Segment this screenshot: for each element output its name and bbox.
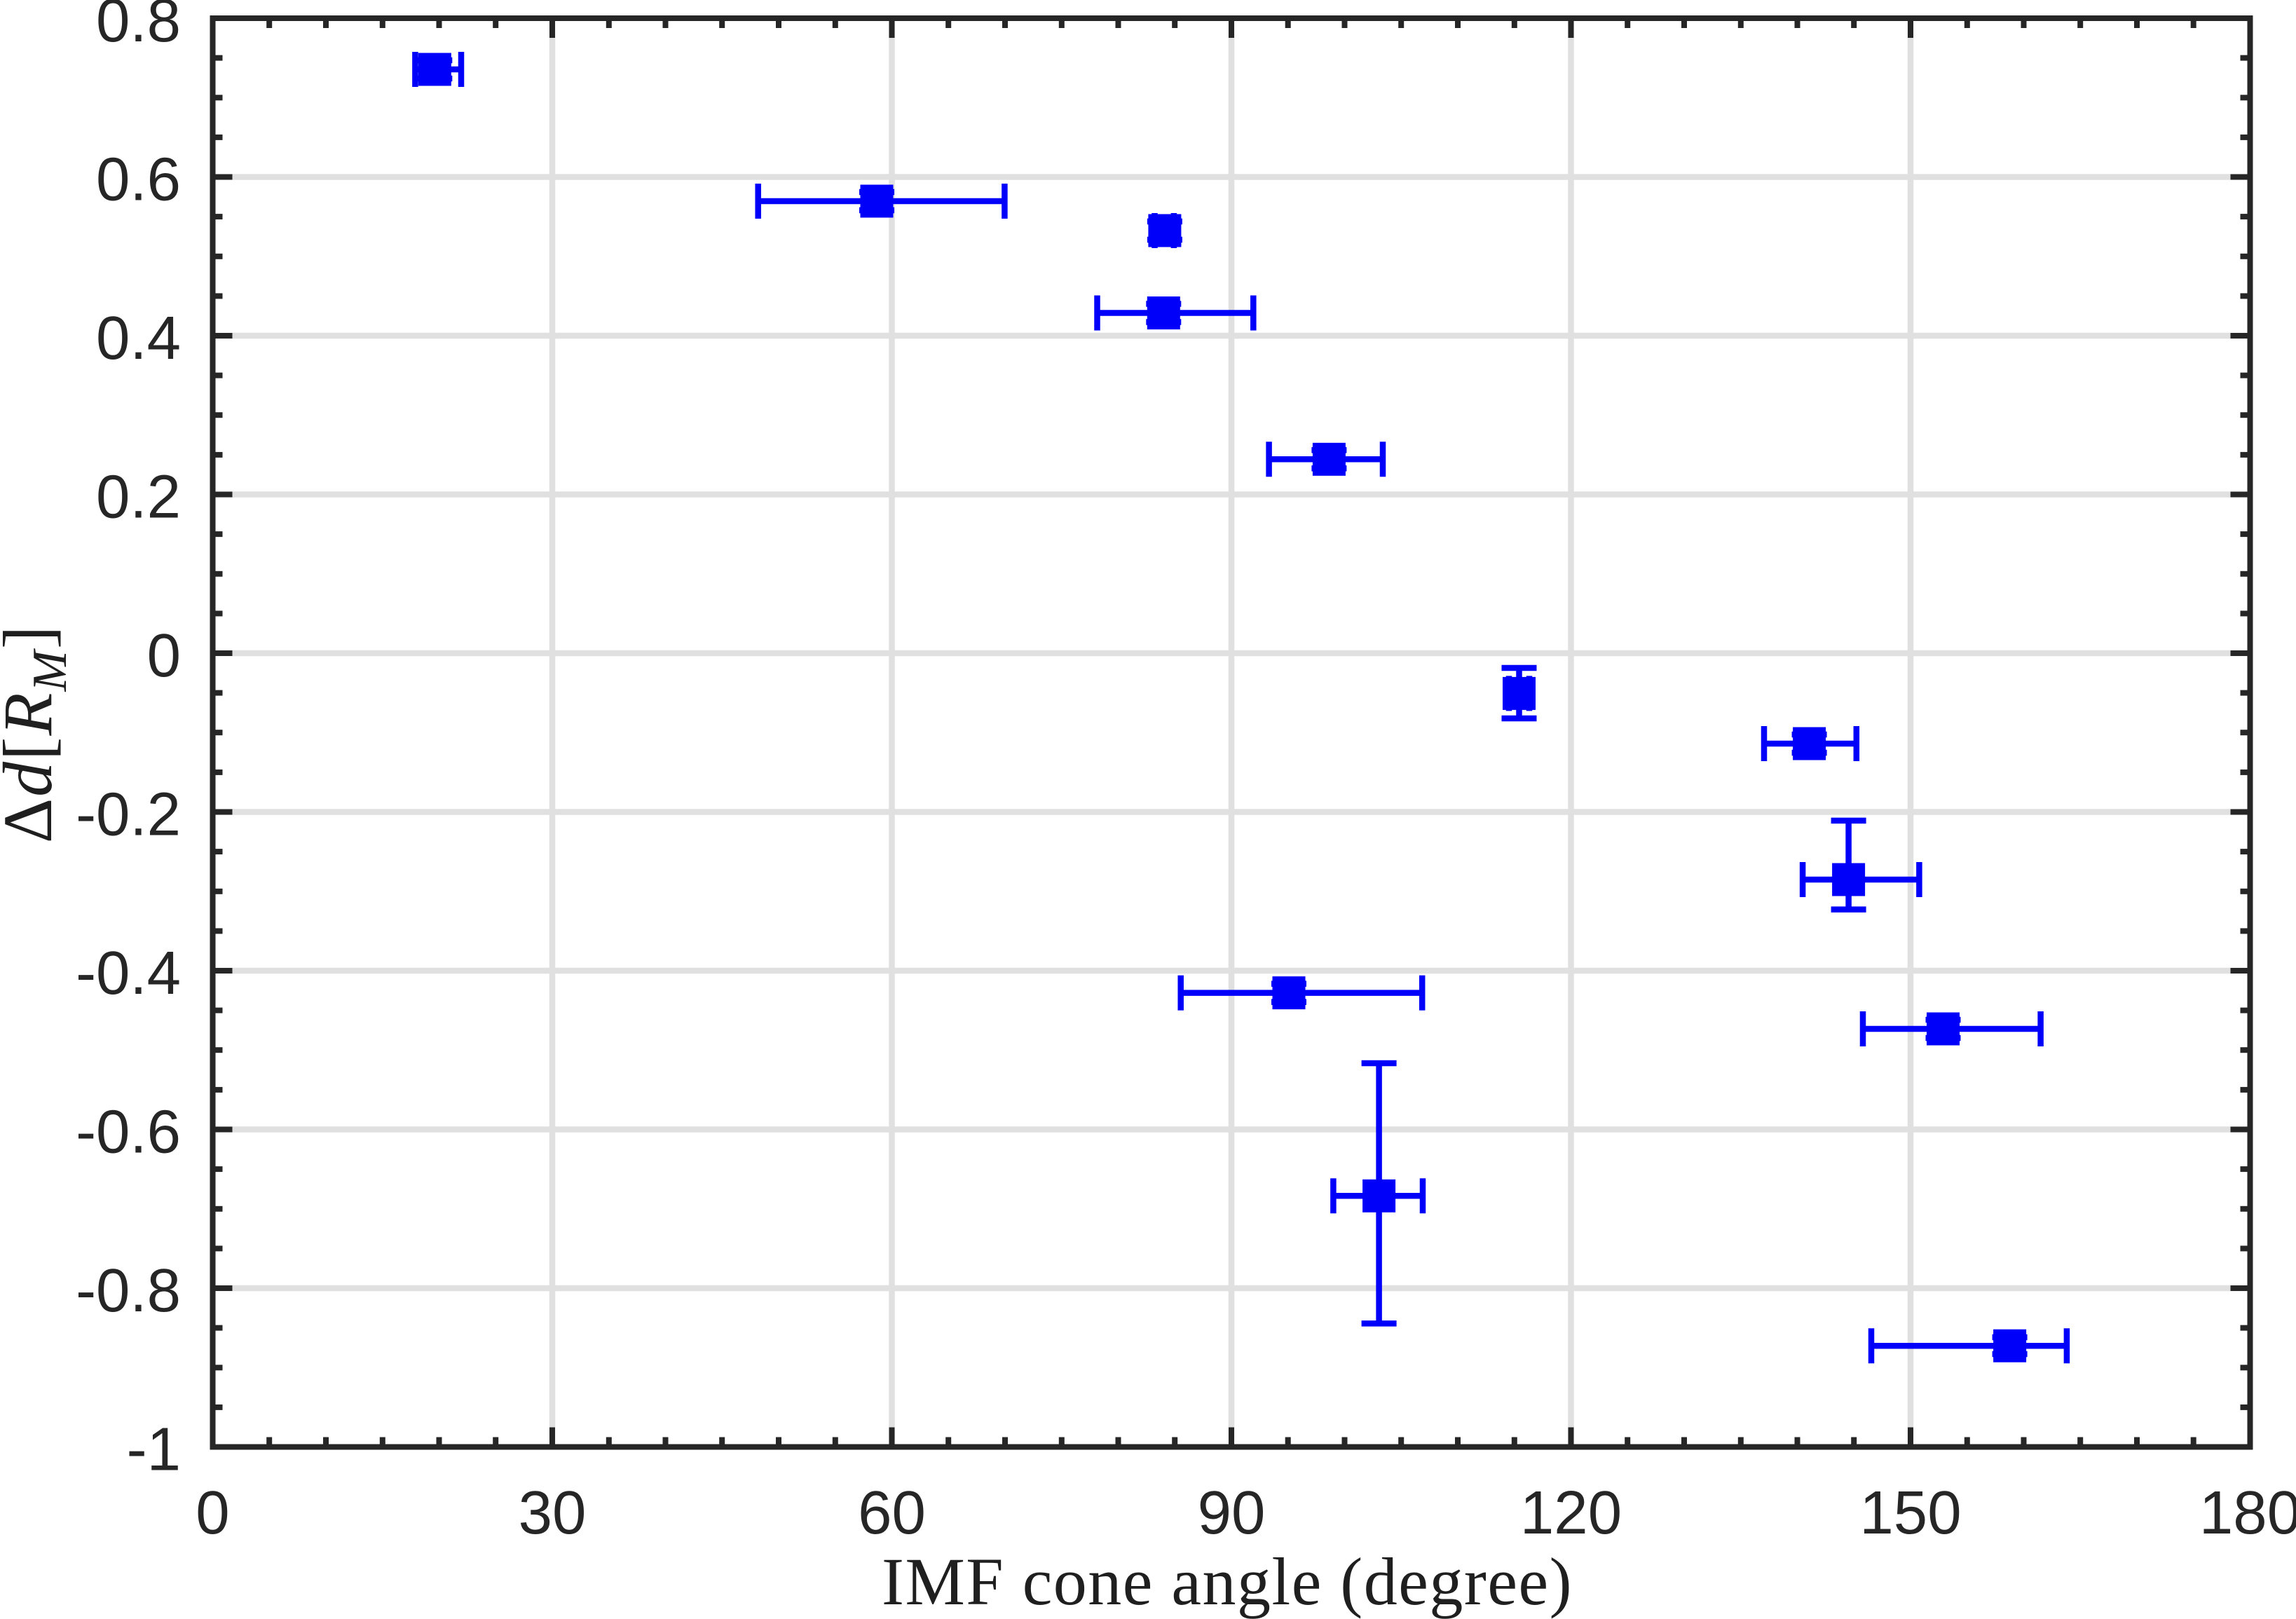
svg-text:0.2: 0.2: [96, 463, 181, 531]
svg-text:90: 90: [1198, 1479, 1266, 1547]
svg-text:-1: -1: [127, 1416, 181, 1484]
svg-text:180: 180: [2199, 1479, 2296, 1547]
svg-text:0: 0: [196, 1479, 229, 1547]
svg-text:-0.2: -0.2: [76, 781, 181, 849]
svg-text:150: 150: [1859, 1479, 1961, 1547]
svg-text:0.6: 0.6: [96, 146, 181, 214]
svg-text:Δd[RM]: Δd[RM]: [0, 624, 77, 843]
svg-text:-0.4: -0.4: [76, 939, 181, 1007]
svg-text:0.8: 0.8: [96, 0, 181, 55]
svg-text:0.4: 0.4: [96, 304, 181, 372]
svg-text:-0.6: -0.6: [76, 1098, 181, 1166]
svg-text:0: 0: [147, 622, 181, 690]
svg-text:30: 30: [519, 1479, 587, 1547]
svg-text:60: 60: [858, 1479, 926, 1547]
svg-text:-0.8: -0.8: [76, 1257, 181, 1325]
svg-text:IMF cone angle (degree): IMF cone angle (degree): [882, 1544, 1573, 1619]
svg-text:120: 120: [1520, 1479, 1622, 1547]
